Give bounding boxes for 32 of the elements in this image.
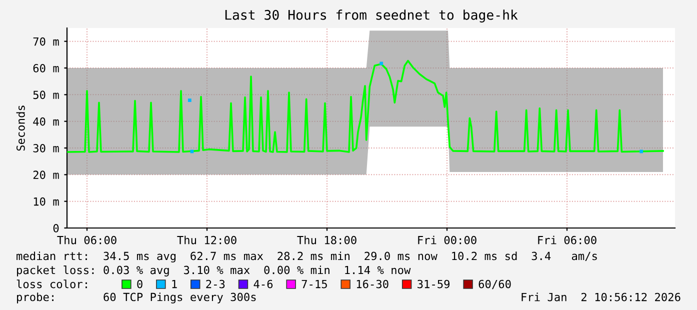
text: Fri Jan 2 10:56:12 2026 [522,292,680,302]
text: packet loss: 0.03 % avg 3.10 % max 0.00 % min 1.14 % now [17,266,411,276]
text: probe: 60 TCP Pings every 300s [17,292,256,304]
y-tick-label: 20 m [33,170,59,180]
legend-label: 7-15 [302,280,327,288]
y-tick-label: 60 m [33,64,59,72]
chart-title: Last 30 Hours from seednet to bage-hk [225,10,518,22]
y-tick-label: 50 m [33,90,59,100]
point [380,62,384,66]
line-series [67,60,664,153]
y-tick-label: 10 m [34,197,59,206]
x-tick-label: Thu 06:00 [57,236,116,244]
x-tick-label: Thu 18:00 [297,236,356,244]
y-tick-label: 70 m [33,37,59,46]
y-tick-label: 30 m [33,144,59,152]
y-tick-label: 0 [53,224,59,232]
legend-label: 1 [172,280,177,288]
legend-label: 0 [137,280,142,288]
legend-label: 4-6 [254,280,273,288]
legend-label: 16-30 [356,280,388,288]
x-tick-label: Fri 00:00 [418,236,476,244]
y-tick-label: 40 m [33,117,59,126]
legend-label: 2-3 [206,280,225,288]
text: median rtt: 34.5 ms avg 62.7 ms max 28.2 ms min 29.0 ms now 10.2 ms sd 3.4 am/s [16,252,597,262]
text: loss color: [16,280,87,288]
point [188,98,192,102]
point [640,150,644,154]
y-axis-title: Seconds [16,106,25,151]
x-tick-label: Thu 12:00 [177,236,236,244]
legend-label: 60/60 [478,280,511,290]
legend-label: 31-59 [418,280,450,288]
x-tick-label: Fri 06:00 [538,236,596,244]
